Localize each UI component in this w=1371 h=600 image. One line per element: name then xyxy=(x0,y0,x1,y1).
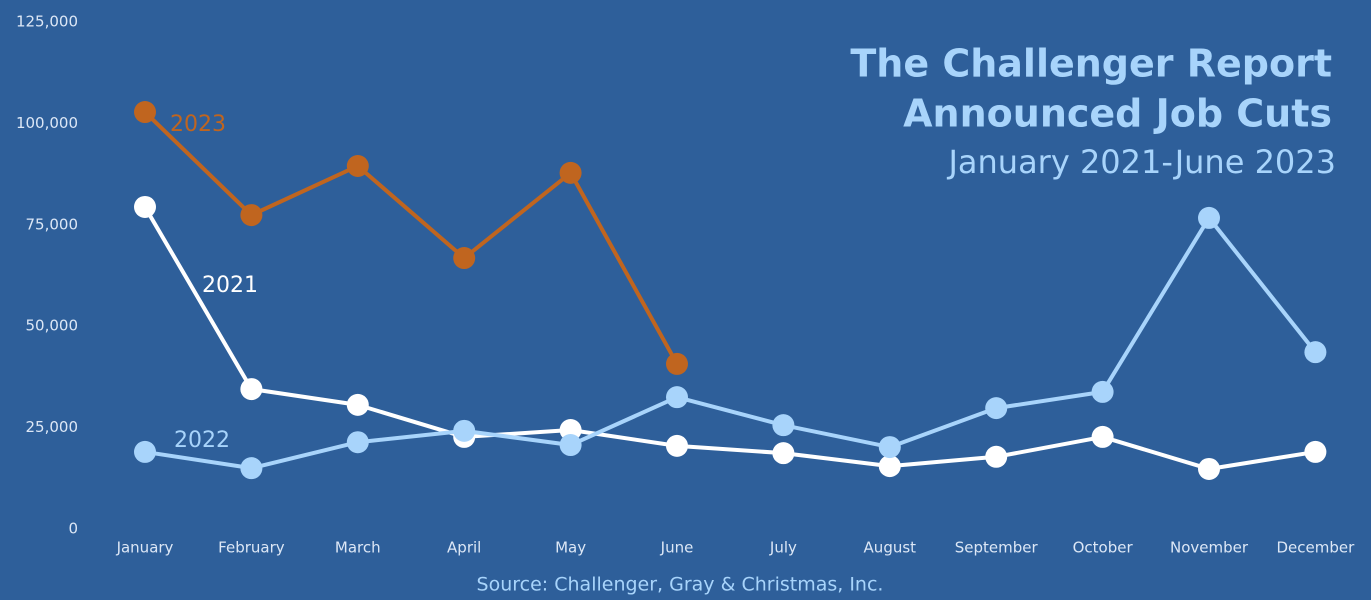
data-point xyxy=(666,434,688,457)
y-tick-label: 25,000 xyxy=(26,418,79,436)
data-point xyxy=(1198,206,1220,229)
chart-title: Announced Job Cuts xyxy=(903,92,1332,136)
y-tick-label: 100,000 xyxy=(16,114,78,132)
data-point xyxy=(134,101,156,124)
data-point xyxy=(240,204,263,227)
x-tick-label: January xyxy=(116,539,174,557)
x-tick-label: September xyxy=(955,539,1039,557)
x-tick-label: December xyxy=(1277,539,1356,557)
data-point xyxy=(878,455,901,478)
y-tick-label: 125,000 xyxy=(16,13,78,31)
y-tick-label: 50,000 xyxy=(26,317,79,335)
data-point xyxy=(985,445,1008,468)
data-point xyxy=(453,419,476,442)
data-point xyxy=(559,161,582,184)
x-tick-label: February xyxy=(218,539,285,557)
data-point xyxy=(666,352,688,375)
data-point xyxy=(666,386,688,409)
x-tick-label: October xyxy=(1073,539,1134,557)
data-point xyxy=(772,414,795,437)
data-point xyxy=(985,397,1008,420)
series-line xyxy=(143,110,679,365)
source: Source: Challenger, Gray & Christmas, In… xyxy=(477,574,884,596)
series-label: 2023 xyxy=(170,112,226,137)
data-point xyxy=(1304,341,1327,364)
data-point xyxy=(134,195,156,218)
series-line xyxy=(144,215,1317,471)
y-tick-label: 0 xyxy=(68,520,78,538)
data-point xyxy=(346,154,369,177)
data-point xyxy=(1198,457,1220,480)
data-point xyxy=(134,440,156,463)
x-tick-label: November xyxy=(1170,539,1249,557)
data-point xyxy=(346,431,369,454)
data-point xyxy=(559,434,582,457)
x-tick-label: March xyxy=(335,539,381,557)
x-tick-label: June xyxy=(660,539,694,557)
data-point xyxy=(1091,380,1114,403)
data-point xyxy=(1304,440,1327,463)
data-point xyxy=(772,442,795,465)
data-point xyxy=(878,436,901,459)
y-tick-label: 75,000 xyxy=(26,215,79,233)
data-point xyxy=(240,378,263,401)
series-label: 2021 xyxy=(202,273,258,298)
data-point xyxy=(453,247,476,270)
series-label: 2022 xyxy=(174,428,230,453)
data-point xyxy=(240,457,263,480)
x-tick-label: April xyxy=(447,539,481,557)
x-tick-label: August xyxy=(864,539,917,557)
data-point xyxy=(1091,425,1114,448)
data-point xyxy=(346,393,369,416)
chart-title: The Challenger Report xyxy=(850,42,1332,86)
chart-subtitle: January 2021-June 2023 xyxy=(946,143,1336,181)
series-line xyxy=(143,205,1316,471)
x-tick-label: May xyxy=(555,539,586,557)
x-tick-label: July xyxy=(769,539,797,557)
